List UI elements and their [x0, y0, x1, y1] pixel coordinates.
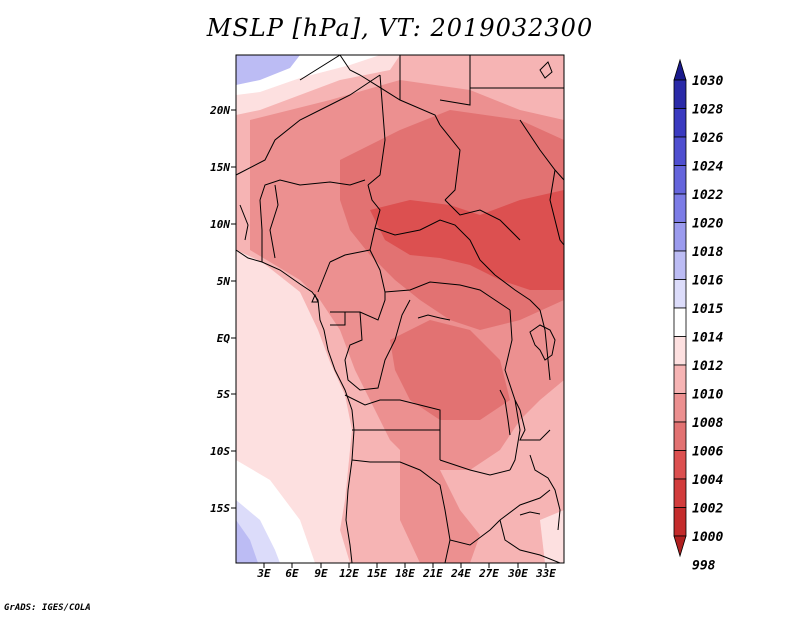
- colorbar-bottom-triangle: [673, 535, 687, 558]
- lon-label: 18E: [395, 567, 415, 580]
- lat-label: EQ: [217, 332, 231, 345]
- grads-credit: GrADS: IGES/COLA: [4, 603, 91, 613]
- colorbar-swatch: [673, 279, 687, 309]
- lat-label: 10N: [210, 218, 230, 231]
- colorbar-top-triangle: [673, 58, 687, 81]
- colorbar-label: 1015: [692, 302, 723, 317]
- map-title: MSLP [hPa], VT: 2019032300: [206, 14, 594, 42]
- lon-label: 6E: [285, 567, 299, 580]
- map-frame: [235, 54, 565, 564]
- colorbar-label: 1024: [692, 160, 723, 175]
- lon-label: 12E: [339, 567, 359, 580]
- colorbar-label: 1014: [692, 331, 723, 346]
- colorbar-label: 1000: [692, 530, 723, 545]
- longitude-labels: 3E 6E 9E 12E 15E 18E 21E 24E 27E 30E 33E: [256, 567, 556, 580]
- colorbar-label: 1026: [692, 131, 723, 146]
- colorbar-label: 1030: [692, 74, 723, 89]
- colorbar-swatch: [673, 79, 687, 109]
- lon-label: 3E: [256, 567, 271, 580]
- colorbar-swatch: [673, 336, 687, 366]
- lat-label: 20N: [209, 104, 230, 117]
- colorbar-label: 1002: [692, 502, 723, 517]
- colorbar-label: 1022: [692, 188, 723, 203]
- lat-label: 5N: [217, 275, 231, 288]
- colorbar-swatch: [673, 421, 687, 451]
- latitude-labels: 20N 15N 10N 5N EQ 5S 10S 15S: [209, 104, 230, 515]
- colorbar-swatch: [673, 193, 687, 223]
- colorbar-swatch: [673, 307, 687, 337]
- colorbar-swatch: [673, 222, 687, 252]
- colorbar-swatch: [673, 393, 687, 423]
- lat-label: 15N: [210, 161, 230, 174]
- colorbar-swatch: [673, 108, 687, 138]
- colorbar-label: 1012: [692, 359, 723, 374]
- colorbar: 1030 1028 1026 1024 1022 1020 1018 1016 1015 1014…: [673, 58, 723, 574]
- lon-label: 24E: [450, 567, 471, 580]
- lon-label: 15E: [367, 567, 387, 580]
- colorbar-label: 1010: [692, 388, 723, 403]
- colorbar-label: 1020: [692, 217, 723, 232]
- colorbar-swatch: [673, 507, 687, 537]
- lat-label: 5S: [217, 388, 231, 401]
- colorbar-label: 1016: [692, 274, 723, 289]
- lon-label: 21E: [422, 567, 443, 580]
- colorbar-swatch: [673, 165, 687, 195]
- country-borders: [236, 55, 564, 563]
- lon-label: 27E: [478, 567, 499, 580]
- colorbar-swatch: [673, 364, 687, 394]
- colorbar-swatch: [673, 450, 687, 480]
- lon-label: 33E: [535, 567, 556, 580]
- lat-label: 15S: [210, 502, 230, 515]
- colorbar-swatch: [673, 250, 687, 280]
- colorbar-label: 1008: [692, 416, 723, 431]
- colorbar-label: 998: [692, 559, 716, 574]
- lat-label: 10S: [210, 445, 230, 458]
- colorbar-label: 1006: [692, 445, 723, 460]
- colorbar-swatch: [673, 478, 687, 508]
- lon-label: 9E: [314, 567, 328, 580]
- axis-ticks: [231, 109, 547, 568]
- colorbar-swatch: [673, 136, 687, 166]
- colorbar-label: 1028: [692, 103, 723, 118]
- colorbar-label: 1018: [692, 245, 723, 260]
- lon-label: 30E: [507, 567, 528, 580]
- colorbar-label: 1004: [692, 473, 723, 488]
